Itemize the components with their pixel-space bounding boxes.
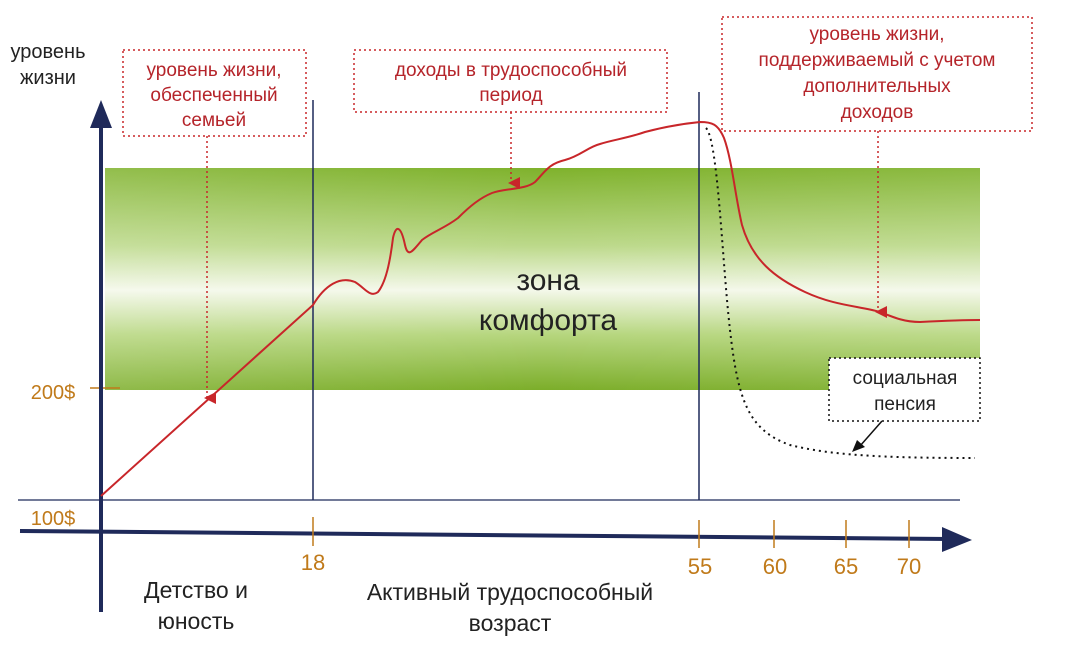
annotation-box-family <box>122 49 307 137</box>
annotation-box-pension <box>828 357 981 422</box>
pointer-pension <box>859 420 883 447</box>
zone-label-line2: комфорта <box>479 304 618 337</box>
social-pension-curve <box>705 127 976 459</box>
x-tick-label-65: 65 <box>834 554 858 579</box>
x-tick-label-60: 60 <box>763 554 787 579</box>
x-axis-arrow <box>942 527 972 552</box>
period-childhood-line1: Детство и <box>144 577 248 603</box>
y-axis-label-line2: жизни <box>20 67 76 89</box>
period-active-line2: возраст <box>469 610 552 636</box>
x-tick-label-70: 70 <box>897 554 921 579</box>
annotation-family-line2: обеспеченный <box>150 85 277 106</box>
y-axis-arrow <box>90 100 112 128</box>
annotation-income-line2: период <box>479 85 542 106</box>
y-tick-100: 100$ <box>31 508 76 530</box>
annotation-additional-line3: дополнительных <box>803 76 951 97</box>
annotation-box-income <box>353 49 668 113</box>
annotation-box-additional <box>721 16 1033 132</box>
pointer-pension-head <box>852 440 865 452</box>
annotation-additional-line1: уровень жизни, <box>810 24 945 45</box>
annotation-income-line1: доходы в трудоспособный <box>395 60 627 81</box>
annotation-pension-line1: социальная <box>853 368 958 389</box>
period-childhood-line2: юность <box>158 608 235 634</box>
annotation-additional-line2: поддерживаемый с учетом <box>759 50 996 71</box>
x-axis <box>19 529 951 541</box>
annotation-family-line1: уровень жизни, <box>147 60 282 81</box>
annotation-pension-line2: пенсия <box>874 394 936 415</box>
y-tick-200: 200$ <box>31 382 76 404</box>
period-active-line1: Активный трудоспособный <box>367 579 653 605</box>
living-standard-curve <box>100 120 981 497</box>
x-tick-label-55: 55 <box>688 554 712 579</box>
annotation-family-line3: семьей <box>182 110 246 131</box>
y-axis-label-line1: уровень <box>10 41 85 63</box>
x-tick-label-18: 18 <box>301 550 325 575</box>
annotation-additional-line4: доходов <box>841 102 914 123</box>
zone-label-line1: зона <box>516 264 580 297</box>
